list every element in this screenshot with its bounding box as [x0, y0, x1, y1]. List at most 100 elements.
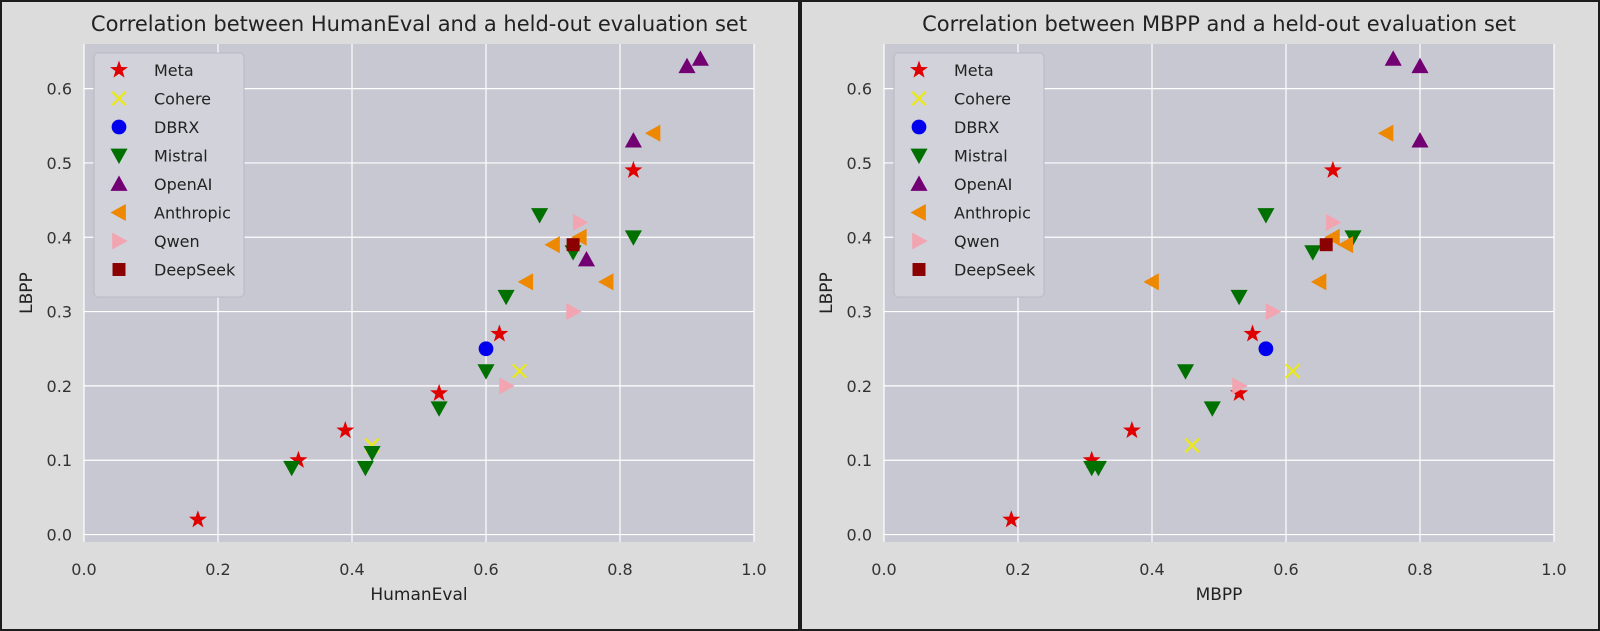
- y-tick-label: 0.0: [847, 526, 872, 545]
- point-meta: [1230, 383, 1249, 401]
- point-qwen: [499, 377, 515, 395]
- point-meta: [624, 160, 643, 178]
- point-anthropic: [1310, 273, 1327, 291]
- legend-label-anthropic: Anthropic: [954, 204, 1031, 223]
- point-meta: [188, 510, 207, 528]
- point-mistral: [1257, 208, 1275, 224]
- legend-label-mistral: Mistral: [954, 147, 1008, 166]
- legend-label-qwen: Qwen: [154, 232, 200, 251]
- legend-marker-qwen: [912, 232, 928, 250]
- point-mistral: [1089, 460, 1107, 477]
- point-openai: [577, 251, 596, 267]
- point-anthropic: [1377, 124, 1394, 142]
- point-openai: [691, 50, 709, 66]
- point-meta: [289, 450, 308, 468]
- x-tick-label: 0.6: [473, 560, 498, 579]
- point-cohere: [1285, 363, 1301, 379]
- chart-title: Correlation between MBPP and a held-out …: [922, 12, 1516, 36]
- x-tick-label: 1.0: [1541, 560, 1566, 579]
- point-mistral: [1230, 289, 1248, 306]
- point-mistral: [363, 445, 381, 462]
- point-mistral: [531, 208, 549, 224]
- x-tick-label: 0.0: [871, 560, 896, 579]
- point-meta: [1122, 421, 1141, 439]
- point-meta: [430, 383, 449, 401]
- x-tick-label: 0.4: [339, 560, 364, 579]
- legend: Meta Cohere DBRX Mistral OpenAI Anthropic Qwen…: [93, 52, 245, 298]
- legend: Meta Cohere DBRX Mistral OpenAI Anthropic Qwen…: [893, 52, 1045, 298]
- chart-panel-mbpp: 0.0 0.2 0.4 0.6 0.8 1.0 0.0 0.1 0.2 0.3 0.4 0.5 0.6 C…: [802, 2, 1598, 629]
- point-cohere: [1184, 437, 1200, 453]
- chart-panel-humaneval: 0.0 0.2 0.4 0.6 0.8 1.0 0.0 0.1 0.2 0.3 0.4 0.5 0.6 C…: [2, 2, 798, 629]
- point-mistral: [1176, 364, 1195, 380]
- point-mistral: [477, 364, 495, 380]
- point-mistral: [356, 460, 374, 477]
- point-deepseek: [566, 238, 580, 252]
- point-mistral: [497, 289, 515, 306]
- legend-marker-meta: [110, 60, 128, 78]
- point-mistral: [430, 401, 448, 417]
- point-anthropic: [571, 228, 587, 246]
- x-axis-label: MBPP: [1196, 585, 1243, 605]
- legend-marker-meta: [910, 60, 928, 78]
- point-mistral: [1304, 245, 1322, 261]
- point-qwen: [1326, 213, 1342, 231]
- point-anthropic: [644, 124, 661, 142]
- legend-label-dbrx: DBRX: [954, 118, 999, 137]
- legend-label-qwen: Qwen: [954, 232, 1000, 251]
- legend-marker-anthropic: [910, 203, 926, 222]
- legend-label-openai: OpenAI: [154, 175, 212, 194]
- point-anthropic: [1324, 228, 1340, 246]
- y-tick-label: 0.3: [47, 303, 72, 322]
- point-qwen: [566, 303, 582, 321]
- legend-label-dbrx: DBRX: [154, 118, 199, 137]
- legend-marker-mistral: [110, 148, 128, 165]
- legend-label-deepseek: DeepSeek: [154, 261, 236, 280]
- legend-label-cohere: Cohere: [954, 90, 1011, 109]
- point-mistral: [1203, 401, 1221, 417]
- legend-marker-openai: [110, 175, 128, 191]
- y-tick-label: 0.2: [47, 377, 72, 396]
- point-meta: [1243, 324, 1262, 342]
- point-openai: [1411, 57, 1429, 74]
- chart-mbpp-vs-lbpp: 0.0 0.2 0.4 0.6 0.8 1.0 0.0 0.1 0.2 0.3 0.4 0.5 0.6 C…: [817, 12, 1567, 605]
- y-tick-label: 0.4: [47, 228, 72, 247]
- legend-marker-dbrx: [111, 119, 127, 135]
- x-tick-label: 0.2: [205, 560, 230, 579]
- point-dbrx: [1258, 341, 1274, 357]
- legend-marker-mistral: [910, 148, 928, 165]
- legend-box: [93, 52, 245, 298]
- point-meta: [1082, 450, 1101, 468]
- legend-marker-deepseek: [112, 263, 126, 276]
- point-openai: [1384, 50, 1402, 66]
- legend-label-meta: Meta: [154, 61, 194, 80]
- point-meta: [336, 421, 355, 439]
- legend-label-meta: Meta: [954, 61, 994, 80]
- y-tick-label: 0.1: [847, 451, 872, 470]
- point-qwen: [572, 213, 589, 231]
- x-tick-label: 1.0: [741, 560, 766, 579]
- y-tick-label: 0.6: [47, 80, 72, 99]
- chart-title: Correlation between HumanEval and a held…: [91, 12, 747, 36]
- legend-box: [893, 52, 1045, 298]
- legend-marker-cohere: [911, 90, 927, 107]
- point-openai: [678, 57, 696, 74]
- y-axis-label: LBPP: [17, 272, 37, 314]
- point-deepseek: [1319, 238, 1333, 252]
- y-axis-label: LBPP: [817, 272, 837, 314]
- y-tick-label: 0.6: [847, 80, 872, 99]
- y-tick-label: 0.2: [847, 377, 872, 396]
- point-meta: [1323, 160, 1342, 178]
- y-tick-label: 0.1: [47, 451, 72, 470]
- x-tick-label: 0.2: [1005, 560, 1030, 579]
- point-meta: [1002, 510, 1021, 528]
- point-openai: [624, 132, 642, 148]
- x-tick-label: 0.0: [71, 560, 96, 579]
- chart-humaneval-vs-lbpp: 0.0 0.2 0.4 0.6 0.8 1.0 0.0 0.1 0.2 0.3 0.4 0.5 0.6 C…: [17, 12, 767, 605]
- point-mistral: [624, 230, 642, 246]
- point-anthropic: [1337, 236, 1354, 254]
- legend-label-openai: OpenAI: [954, 175, 1012, 194]
- y-tick-label: 0.4: [847, 228, 872, 247]
- x-tick-label: 0.8: [607, 560, 632, 579]
